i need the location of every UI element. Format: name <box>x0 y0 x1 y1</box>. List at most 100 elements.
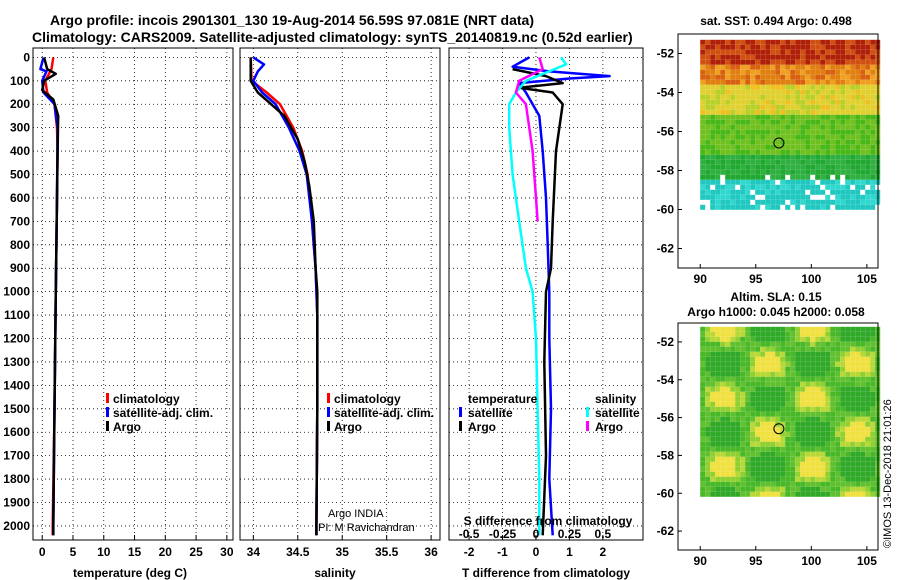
sla-cell <box>850 451 856 457</box>
sla-cell <box>860 416 866 422</box>
sst-cell <box>805 179 811 185</box>
sla-cell <box>725 486 731 492</box>
sla-cell <box>715 341 721 347</box>
sla-cell <box>815 431 821 437</box>
sst-cell <box>810 44 816 50</box>
sla-cell <box>765 356 771 362</box>
salinity-panel: 34 34.5 35 35.5 36 salinity climatology sate… <box>239 47 441 580</box>
sla-cell <box>760 451 766 457</box>
sst-cell <box>805 119 811 125</box>
sst-cell <box>800 194 806 200</box>
sst-cell <box>775 134 781 140</box>
sst-cell <box>710 84 716 90</box>
sla-cell <box>795 446 801 452</box>
sla-cell <box>800 446 806 452</box>
sst-cell <box>775 139 781 145</box>
sla-cell <box>825 346 831 352</box>
sla-cell <box>860 391 866 397</box>
sla-cell <box>870 471 876 477</box>
sst-cell <box>820 84 826 90</box>
sst-cell <box>775 74 781 80</box>
sst-cell <box>845 94 851 100</box>
sst-cell <box>810 184 816 190</box>
sla-cell <box>730 376 736 382</box>
sla-cell <box>790 476 796 482</box>
sst-cell <box>850 139 856 145</box>
sst-cell <box>810 69 816 75</box>
sst-cell <box>725 104 731 110</box>
sla-cell <box>740 446 746 452</box>
sst-cell <box>860 119 866 125</box>
sst-cell <box>810 54 816 60</box>
sla-cell <box>780 326 786 332</box>
sla-cell <box>760 401 766 407</box>
sla-cell <box>815 356 821 362</box>
sla-cell <box>755 491 761 497</box>
sla-cell <box>750 476 756 482</box>
sla-cell <box>845 371 851 377</box>
sla-cell <box>850 466 856 472</box>
sla-cell <box>735 456 741 462</box>
sla-cell <box>785 346 791 352</box>
sst-cell <box>710 69 716 75</box>
sla-cell <box>820 361 826 367</box>
map-x-tick-label: 90 <box>694 272 708 286</box>
sst-cell <box>720 164 726 170</box>
sst-cell <box>845 129 851 135</box>
sla-cell <box>820 376 826 382</box>
sla-cell <box>825 446 831 452</box>
sla-cell <box>755 476 761 482</box>
sst-cell <box>705 164 711 170</box>
sla-cell <box>725 461 731 467</box>
sla-cell <box>850 491 856 497</box>
sla-cell <box>850 421 856 427</box>
sst-cell <box>710 79 716 85</box>
sst-cell <box>735 94 741 100</box>
sla-cell <box>825 391 831 397</box>
sla-cell <box>765 401 771 407</box>
sst-cell <box>725 69 731 75</box>
sla-cell <box>835 326 841 332</box>
x2-tick-label: 0 <box>533 527 540 541</box>
sst-cell <box>720 74 726 80</box>
sla-cell <box>715 326 721 332</box>
sla-cell <box>815 456 821 462</box>
sst-cell <box>865 89 871 95</box>
sst-cell <box>740 69 746 75</box>
sla-cell <box>715 451 721 457</box>
sst-cell <box>835 49 841 55</box>
sst-cell <box>835 124 841 130</box>
sla-cell <box>750 356 756 362</box>
sst-cell <box>780 109 786 115</box>
sst-cell <box>815 119 821 125</box>
sst-cell <box>825 69 831 75</box>
sst-cell <box>715 54 721 60</box>
sla-cell <box>720 421 726 427</box>
sst-cell <box>795 39 801 45</box>
sla-cell <box>840 486 846 492</box>
sst-cell <box>840 74 846 80</box>
sla-cell <box>760 326 766 332</box>
sla-cell <box>705 441 711 447</box>
sst-cell <box>810 139 816 145</box>
sst-cell <box>825 79 831 85</box>
sst-cell <box>715 124 721 130</box>
sst-cell <box>795 84 801 90</box>
sla-cell <box>835 436 841 442</box>
sst-cell <box>720 99 726 105</box>
sla-cell <box>740 381 746 387</box>
sst-cell <box>855 179 861 185</box>
salinity-xlabel: salinity <box>314 566 356 580</box>
sla-cell <box>795 351 801 357</box>
sst-cell <box>825 184 831 190</box>
sla-cell <box>855 471 861 477</box>
sst-cell <box>865 119 871 125</box>
sla-cell <box>755 381 761 387</box>
sst-cell <box>790 119 796 125</box>
sst-cell <box>865 159 871 165</box>
sla-cell <box>700 486 706 492</box>
sla-cell <box>850 461 856 467</box>
sst-cell <box>710 129 716 135</box>
sst-cell <box>820 144 826 150</box>
sla-cell <box>845 426 851 432</box>
